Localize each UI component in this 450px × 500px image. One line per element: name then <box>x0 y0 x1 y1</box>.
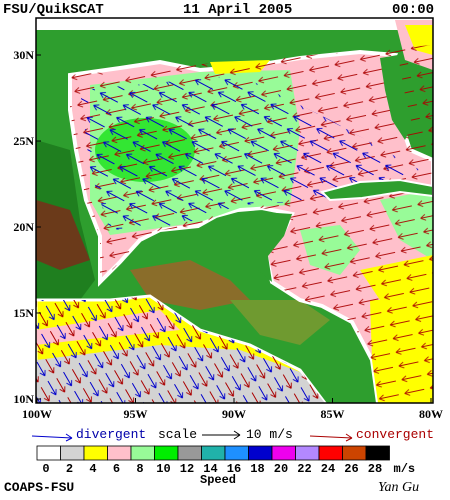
colorbar-swatch <box>107 445 132 461</box>
colorbar-label: 2 <box>66 462 73 476</box>
colorbar-label: 26 <box>344 462 358 476</box>
convergent-arrow <box>309 435 353 439</box>
colorbar-swatch <box>154 445 179 461</box>
divergent-arrow <box>31 435 73 439</box>
map <box>36 18 433 403</box>
colorbar-swatch <box>60 445 85 461</box>
lon-label: 95W <box>124 407 148 421</box>
author: Yan Gu <box>378 480 419 495</box>
lat-label: 15N <box>13 306 34 320</box>
title: FSU/QuikSCAT <box>3 2 104 18</box>
terrain <box>230 300 330 345</box>
colorbar-swatch <box>224 445 249 461</box>
colorbar-title: Speed <box>200 473 236 487</box>
header: FSU/QuikSCAT 11 April 2005 00:00 <box>3 2 434 18</box>
lon-label: 80W <box>419 407 443 421</box>
colorbar-swatch <box>318 445 343 461</box>
colorbar-label: 10 <box>156 462 170 476</box>
colorbar-swatch <box>130 445 155 461</box>
scale-arrow-head <box>233 430 241 440</box>
colorbar-swatch <box>177 445 202 461</box>
colorbar-swatch <box>248 445 273 461</box>
convergent-arrow-head <box>345 433 353 442</box>
colorbar-label: 0 <box>42 462 49 476</box>
yucatan <box>252 212 292 282</box>
colorbar-label: 14 <box>203 462 217 476</box>
lat-label: 30N <box>13 48 34 62</box>
terrain <box>36 200 90 270</box>
colorbar-swatch <box>365 445 390 461</box>
colorbar-unit: m/s <box>394 462 416 476</box>
lat-label: 10N <box>13 392 34 406</box>
colorbar-swatch <box>83 445 108 461</box>
convergent-label: convergent <box>356 427 434 442</box>
lon-label: 85W <box>321 407 345 421</box>
scale-value: 10 m/s <box>246 427 293 442</box>
colorbar-swatch <box>36 445 61 461</box>
divergent-label: divergent <box>76 427 146 442</box>
lat-label: 20N <box>13 220 34 234</box>
colorbar-label: 8 <box>136 462 143 476</box>
colorbar-swatch <box>271 445 296 461</box>
colorbar-label: 12 <box>180 462 194 476</box>
colorbar-label: 6 <box>113 462 120 476</box>
lon-label: 90W <box>222 407 246 421</box>
lon-label: 100W <box>22 407 52 421</box>
colorbar-label: 22 <box>297 462 311 476</box>
colorbar-label: 28 <box>368 462 382 476</box>
scale-label: scale <box>158 427 197 442</box>
colorbar-label: 4 <box>89 462 96 476</box>
lat-label: 25N <box>13 134 34 148</box>
colorbar-swatch <box>342 445 367 461</box>
wind-vectors <box>36 296 325 403</box>
top-ocean <box>36 18 433 30</box>
colorbar-label: 20 <box>274 462 288 476</box>
divergent-arrow-head <box>65 433 73 442</box>
source: COAPS-FSU <box>4 480 74 495</box>
legend: divergent scale 10 m/s convergent <box>31 427 434 442</box>
colorbar-swatch <box>201 445 226 461</box>
date: 11 April 2005 <box>183 2 292 18</box>
cuba <box>320 178 433 202</box>
colorbar-label: 16 <box>227 462 241 476</box>
colorbar-swatch <box>295 445 320 461</box>
colorbar: 0 2 4 6 8 10 12 14 16 18 20 22 24 26 28 m/s <box>36 445 416 476</box>
terrain <box>130 260 250 310</box>
time: 00:00 <box>392 2 434 18</box>
colorbar-label: 18 <box>250 462 264 476</box>
florida <box>380 55 412 140</box>
colorbar-label: 24 <box>321 462 335 476</box>
